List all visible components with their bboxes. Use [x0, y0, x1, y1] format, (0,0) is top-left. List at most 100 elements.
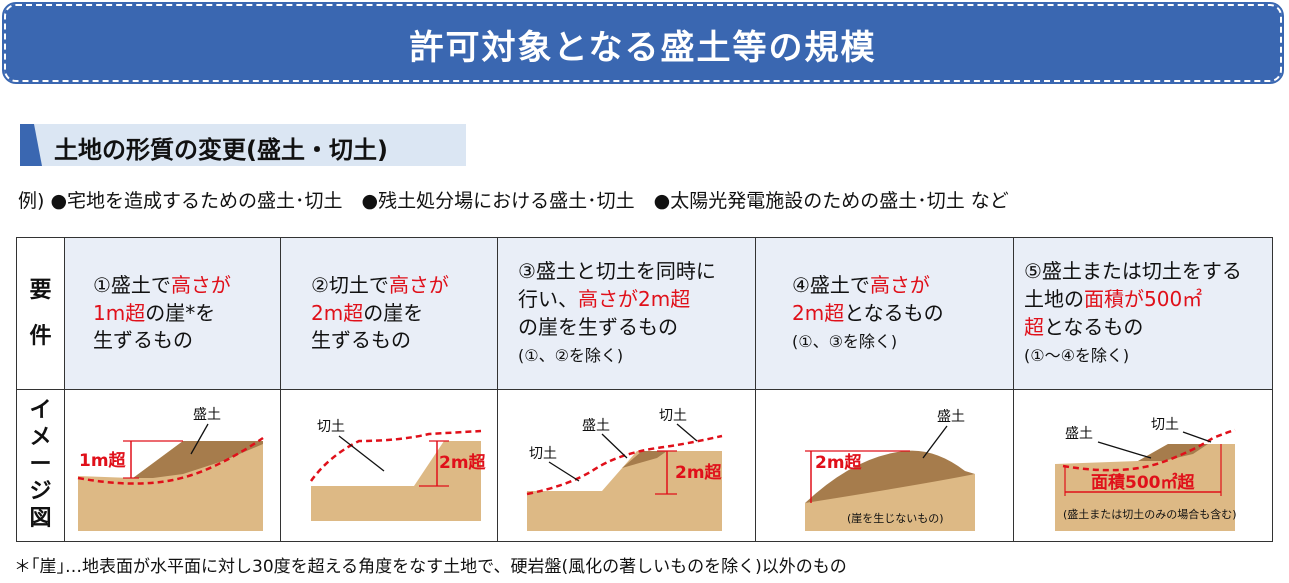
requirement-text: ③盛土と切土を同時に 行い、高さが2m超 の崖を生ずるもの (①、②を除く)	[498, 258, 755, 368]
section-heading: 土地の形質の変更(盛土・切土)	[20, 124, 466, 166]
label-char: 図	[29, 505, 52, 531]
requirement-text: ①盛土で高さが 1m超の崖*を 生ずるもの	[65, 272, 280, 355]
requirement-line: 2m超の崖を	[311, 300, 497, 328]
requirement-text: ④盛土で高さが 2m超となるもの (①、③を除く)	[756, 272, 1013, 355]
label-char: イ	[29, 398, 52, 424]
requirement-line: 2m超となるもの	[792, 300, 1013, 328]
image-cell-3: 2m超 盛土 切土 切土	[497, 389, 756, 542]
requirement-line: (①、②を除く)	[518, 341, 755, 369]
requirement-line: 土地の面積が500㎡	[1024, 286, 1272, 314]
diagram-fill-and-cut: 2m超 盛土 切土 切土	[526, 408, 723, 531]
requirement-line: ③盛土と切土を同時に	[518, 258, 755, 286]
emphasis-text: 1m超	[93, 300, 146, 325]
fill-label: 盛土	[193, 407, 221, 423]
ground	[526, 450, 722, 531]
requirement-segment: の崖を	[363, 300, 424, 325]
cut-label: 切土	[317, 419, 345, 435]
label-char: ジ	[29, 478, 52, 504]
requirement-line: 生ずるもの	[311, 327, 497, 355]
requirement-cell-1: ①盛土で高さが 1m超の崖*を 生ずるもの	[64, 237, 281, 390]
diagram-fill-mound: 2m超 盛土 (崖を生じないもの)	[804, 409, 975, 531]
emphasis-text: 高さが	[388, 273, 449, 298]
image-cell-5: 面積500㎡超 盛土 切土 (盛土または切土のみの場合も含む)	[1013, 389, 1273, 542]
cut-label-top: 切土	[659, 408, 687, 424]
requirement-segment: 土地の	[1024, 286, 1084, 311]
requirement-cell-4: ④盛土で高さが 2m超となるもの (①、③を除く)	[755, 237, 1014, 390]
requirement-segment: ②切土で	[311, 273, 389, 298]
diagram-caption: (盛土または切土のみの場合も含む)	[1063, 507, 1237, 521]
diagram-cut-2m: 2m超 切土	[309, 419, 487, 521]
ground	[804, 473, 975, 531]
section-accent-bar	[20, 124, 42, 166]
requirement-line: ②切土で高さが	[311, 272, 497, 300]
footnote: ＊｢崖｣…地表面が水平面に対し30度を超える角度をなす土地で、硬岩盤(風化の著し…	[14, 557, 847, 577]
ground	[1055, 443, 1235, 531]
area-label: 面積500㎡超	[1091, 472, 1195, 493]
requirement-text: ②切土で高さが 2m超の崖を 生ずるもの	[281, 272, 497, 355]
height-label: 2m超	[439, 452, 487, 473]
image-cell-1: 1m超 盛土	[64, 389, 281, 542]
height-label: 2m超	[815, 452, 863, 473]
fill-mass	[621, 450, 667, 468]
emphasis-text: 2m超	[792, 300, 845, 325]
requirement-segment: となるもの	[1044, 314, 1144, 339]
requirement-segment: (①～④を除く)	[1024, 346, 1130, 366]
fill-pointer	[189, 423, 209, 454]
cut-pointer-left	[548, 460, 579, 482]
cut-label: 切土	[1151, 417, 1179, 433]
emphasis-text: 高さが	[170, 273, 231, 298]
fill-mass	[132, 440, 263, 478]
emphasis-text: 2m超	[311, 300, 364, 325]
label-char: ー	[29, 452, 52, 478]
fill-pointer	[921, 425, 948, 458]
requirement-segment: (①、③を除く)	[792, 332, 898, 352]
requirement-line: 行い、高さが2m超	[518, 286, 755, 314]
requirement-cell-3: ③盛土と切土を同時に 行い、高さが2m超 の崖を生ずるもの (①、②を除く)	[497, 237, 756, 390]
image-cell-4: 2m超 盛土 (崖を生じないもの)	[755, 389, 1014, 542]
requirement-line: 1m超の崖*を	[93, 300, 280, 328]
emphasis-text: 面積が500㎡	[1084, 286, 1203, 311]
label-char: メ	[29, 425, 52, 451]
cut-pointer	[1182, 430, 1212, 443]
image-cell-2: 2m超 切土	[280, 389, 498, 542]
requirement-segment: となるもの	[844, 300, 944, 325]
requirements-row: 要 件 ①盛土で高さが 1m超の崖*を 生ずるもの ②切土で高さが 2m超の崖を 生ずる…	[16, 237, 1273, 390]
original-ground-line	[526, 434, 722, 495]
ground	[77, 440, 263, 531]
requirement-line: ①盛土で高さが	[93, 272, 280, 300]
diagram-area-500: 面積500㎡超 盛土 切土 (盛土または切土のみの場合も含む)	[1055, 417, 1237, 531]
label-char: 要	[29, 277, 52, 303]
title-banner: 許可対象となる盛土等の規模	[2, 2, 1284, 84]
diagram-fill-1m: 1m超 盛土	[77, 407, 264, 531]
cut-pointer	[338, 434, 385, 472]
requirement-line: の崖を生ずるもの	[518, 314, 755, 342]
fill-pointer	[601, 433, 627, 458]
section-heading-text: 土地の形質の変更(盛土・切土)	[54, 136, 388, 164]
cut-label-left: 切土	[529, 446, 557, 462]
fill-mass	[1138, 443, 1208, 461]
requirement-segment: の崖を生ずるもの	[518, 314, 678, 339]
cut-pointer-top	[676, 423, 697, 441]
original-ground-line	[309, 429, 482, 482]
requirement-segment: ⑤盛土または切土をする	[1024, 259, 1242, 284]
requirement-line: ④盛土で高さが	[792, 272, 1013, 300]
requirement-cell-5: ⑤盛土または切土をする 土地の面積が500㎡ 超となるもの (①～④を除く)	[1013, 237, 1273, 390]
image-row: イ メ ー ジ 図 1m超 盛土	[16, 389, 1273, 542]
height-label: 2m超	[675, 462, 723, 483]
requirement-segment: ③盛土と切土を同時に	[518, 259, 716, 284]
emphasis-text: 高さが	[869, 273, 930, 298]
ground	[311, 440, 481, 521]
requirement-line: 超となるもの	[1024, 314, 1272, 342]
requirement-line: (①、③を除く)	[792, 327, 1013, 355]
requirement-line: 生ずるもの	[93, 327, 280, 355]
requirement-line: ⑤盛土または切土をする	[1024, 258, 1272, 286]
requirement-segment: 生ずるもの	[311, 328, 411, 353]
requirement-segment: ④盛土で	[792, 273, 870, 298]
fill-pointer	[1097, 440, 1152, 459]
requirement-line: (①～④を除く)	[1024, 341, 1272, 369]
original-ground-line	[77, 436, 264, 485]
requirement-segment: 生ずるもの	[93, 328, 193, 353]
height-label: 1m超	[79, 450, 127, 471]
examples-line: 例) ●宅地を造成するための盛土･切土 ●残土処分場における盛土･切土 ●太陽光…	[18, 190, 1009, 212]
emphasis-text: 高さが2m超	[578, 286, 691, 311]
